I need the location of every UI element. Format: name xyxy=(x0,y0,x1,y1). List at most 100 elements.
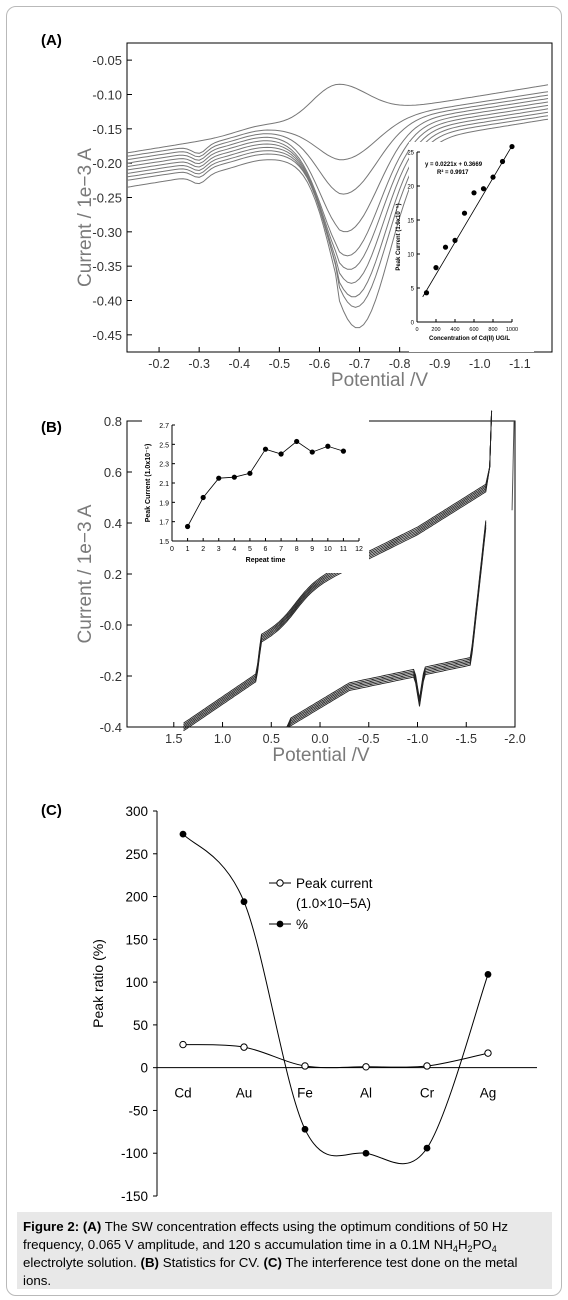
legend-label-percent: % xyxy=(296,917,308,932)
inset-data-point xyxy=(184,523,191,530)
y-tick-label: -0.40 xyxy=(92,294,122,309)
inset-data-point xyxy=(471,190,477,196)
voltammogram-curve xyxy=(126,94,549,195)
inset-x-tick-label: 12 xyxy=(355,546,363,553)
inset-data-point xyxy=(433,265,439,271)
y-tick-label: -0.45 xyxy=(92,328,122,343)
y-axis-label: Current / 1e−3 A xyxy=(75,504,96,643)
panel-a-chart: -0.05-0.10-0.15-0.20-0.25-0.30-0.35-0.40… xyxy=(75,42,553,391)
voltammogram-curve xyxy=(126,115,549,308)
figure-frame: (A) -0.05 -0.10 -0.15 -0.20 -0.25 -0.30 -0.35-… xyxy=(6,6,562,1296)
inset-y-tick-label: 0 xyxy=(411,321,415,327)
voltammogram-curve xyxy=(126,91,549,161)
inset-y-tick-label: 25 xyxy=(407,151,414,157)
voltammogram-curve xyxy=(126,111,549,298)
data-point-open xyxy=(484,1049,492,1057)
inset-x-tick-label: 2 xyxy=(201,546,205,553)
series-line xyxy=(182,1044,489,1069)
inset-y-tick-label: 2.5 xyxy=(159,442,169,449)
x-axis-label: Potential /V xyxy=(272,745,369,766)
cv-forward-curve xyxy=(183,410,493,732)
inset-x-tick-label: 6 xyxy=(264,546,268,553)
y-axis-label: Peak ratio (%) xyxy=(90,939,106,1028)
data-point-filled xyxy=(362,1149,370,1157)
y-tick-label: 50 xyxy=(133,1018,148,1033)
inset-equation: y = 0.0221x + 0.3669 xyxy=(425,162,483,168)
y-tick-label: -0.35 xyxy=(92,259,122,274)
inset-y-tick-label: 5 xyxy=(411,287,415,293)
y-tick-label: 0.6 xyxy=(104,465,122,480)
inset-data-point xyxy=(247,470,253,476)
inset-data-point xyxy=(340,448,347,454)
voltammogram-curve xyxy=(126,104,549,270)
x-tick-label: -0.2 xyxy=(148,357,170,371)
inset-x-tick-label: 9 xyxy=(310,546,314,553)
inset-background xyxy=(142,417,369,573)
inset-x-tick-label: 10 xyxy=(324,546,332,553)
y-tick-label: -100 xyxy=(121,1146,148,1161)
panel-b-chart: 0.8 0.6 0.4 0.2 -0.0 -0.2 -0.4 1.5 1.0 0.5 0.0 -0.5… xyxy=(75,410,526,766)
cv-reverse-curve xyxy=(286,520,487,728)
y-tick-label: 100 xyxy=(125,975,148,990)
inset-x-tick-label: 3 xyxy=(217,546,221,553)
caption-c-text: The interference test done on the metal … xyxy=(23,1255,518,1288)
y-tick-label: 200 xyxy=(125,890,148,905)
x-category-label: Cd xyxy=(174,1086,191,1101)
x-tick-label: -1.1 xyxy=(509,357,531,371)
cv-reverse-curve xyxy=(286,526,487,728)
y-tick-label: -0.2 xyxy=(100,669,122,684)
voltammogram-curve xyxy=(126,108,549,284)
voltammogram-curve xyxy=(126,101,549,257)
caption-b-text: Statistics for CV. xyxy=(159,1255,264,1270)
inset-x-tick-label: 0 xyxy=(170,546,174,553)
inset-y-tick-label: 2.1 xyxy=(159,481,169,488)
data-point-open xyxy=(301,1062,309,1070)
inset-data-point xyxy=(294,438,300,445)
data-point-open xyxy=(179,1040,187,1049)
inset-x-tick-label: 400 xyxy=(450,327,459,333)
inset-data-point xyxy=(216,475,222,481)
y-tick-label: -0.05 xyxy=(92,53,122,68)
y-tick-label: 0.4 xyxy=(104,516,122,531)
x-tick-label: -0.6 xyxy=(309,357,331,371)
caption-sub: 4 xyxy=(452,1244,458,1254)
inset-data-point xyxy=(325,443,331,449)
y-axis-label: Current / 1e−3 A xyxy=(75,148,96,287)
inset-data-point xyxy=(442,244,449,250)
inset-data-point xyxy=(231,474,237,480)
y-tick-label: -0.4 xyxy=(100,720,122,735)
inset-x-tick-label: 11 xyxy=(340,546,347,553)
data-point-filled xyxy=(240,898,248,906)
inset-x-tick-label: 1 xyxy=(186,546,190,553)
x-category-label: Fe xyxy=(297,1086,313,1101)
data-point-open xyxy=(423,1062,431,1070)
y-tick-label: 300 xyxy=(125,804,148,819)
inset-x-tick-label: 8 xyxy=(295,546,299,553)
panel-a-label: (A) xyxy=(41,32,62,49)
data-point-filled xyxy=(484,971,492,978)
x-tick-label: 0.0 xyxy=(311,732,328,746)
caption-text: PO xyxy=(472,1237,492,1252)
caption-a-text: The SW concentration effects using the o… xyxy=(23,1219,509,1252)
inset-y-tick-label: 15 xyxy=(407,219,414,225)
inset-data-point xyxy=(452,237,458,243)
y-tick-label: -0.15 xyxy=(92,122,122,137)
inset-background xyxy=(409,142,534,352)
inset-y-tick-label: 1.5 xyxy=(159,539,169,546)
x-tick-label: -1.0 xyxy=(469,357,491,371)
y-tick-label: -150 xyxy=(121,1189,148,1204)
panel-b-label: (B) xyxy=(41,419,62,436)
caption-text: H xyxy=(457,1237,468,1252)
inset-x-tick-label: 1000 xyxy=(506,327,518,333)
voltammogram-curve xyxy=(126,83,549,154)
data-point-filled xyxy=(301,1125,309,1133)
y-tick-label: 0.2 xyxy=(104,567,122,582)
inset-x-tick-label: 4 xyxy=(232,546,236,553)
caption-b-label: (B) xyxy=(140,1255,159,1270)
cv-reverse-curve xyxy=(286,521,487,728)
inset-x-tick-label: 200 xyxy=(431,327,440,333)
legend-label-peak-current-unit: (1.0×10−5A) xyxy=(296,896,371,911)
x-tick-label: -2.0 xyxy=(504,732,526,746)
voltammogram-curve xyxy=(126,98,549,233)
x-tick-label: 1.0 xyxy=(214,732,231,746)
